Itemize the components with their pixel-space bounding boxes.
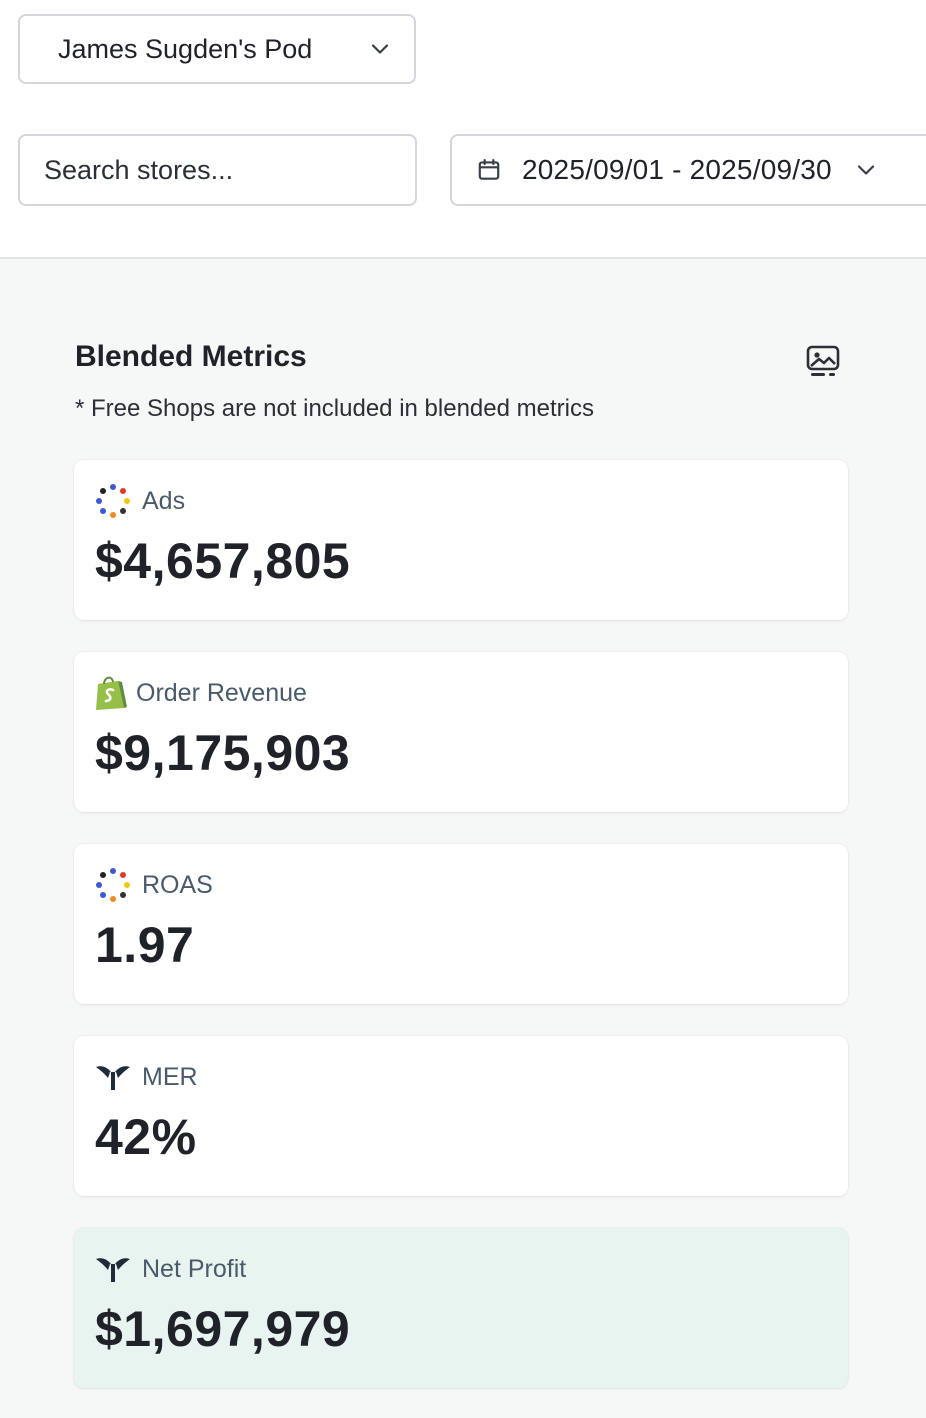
image-icon[interactable] bbox=[805, 344, 841, 380]
metric-label: Net Profit bbox=[142, 1254, 247, 1283]
top-filter-bar: James Sugden's Pod 2025/09/01 - 2025/09/… bbox=[0, 0, 926, 259]
blended-metrics-note: * Free Shops are not included in blended… bbox=[75, 395, 594, 422]
metric-label: ROAS bbox=[142, 870, 213, 899]
search-input[interactable] bbox=[20, 136, 415, 204]
metric-card-header: Order Revenue bbox=[94, 674, 307, 712]
metric-card-header: Net Profit bbox=[94, 1250, 246, 1288]
metric-card-ads[interactable]: Ads $4,657,805 bbox=[74, 460, 848, 620]
metric-card-header: MER bbox=[94, 1058, 198, 1096]
date-range-picker[interactable]: 2025/09/01 - 2025/09/30 bbox=[450, 134, 926, 206]
section-title: Blended Metrics bbox=[75, 340, 307, 373]
metric-card-mer[interactable]: MER 42% bbox=[74, 1036, 848, 1196]
date-range-label: 2025/09/01 - 2025/09/30 bbox=[522, 154, 832, 185]
metric-value: $4,657,805 bbox=[95, 533, 351, 589]
triple-whale-icon bbox=[96, 1066, 130, 1090]
metric-value: $1,697,979 bbox=[95, 1301, 351, 1357]
main-content bbox=[0, 259, 926, 1418]
chevron-down-icon bbox=[857, 165, 874, 175]
pod-selector[interactable]: James Sugden's Pod bbox=[18, 14, 416, 84]
search-stores-box[interactable] bbox=[18, 134, 417, 206]
chevron-down-icon bbox=[371, 44, 389, 54]
metric-card-net-profit[interactable]: Net Profit $1,697,979 bbox=[74, 1228, 848, 1388]
pod-selector-label: James Sugden's Pod bbox=[58, 33, 313, 64]
metric-value: $9,175,903 bbox=[95, 725, 351, 781]
metric-card-order-revenue[interactable]: Order Revenue $9,175,903 bbox=[74, 652, 848, 812]
calendar-icon bbox=[478, 158, 500, 180]
metric-card-roas[interactable]: ROAS 1.97 bbox=[74, 844, 848, 1004]
metric-label: Order Revenue bbox=[136, 678, 307, 707]
metric-label: Ads bbox=[142, 486, 186, 515]
ads-dots-icon bbox=[96, 484, 130, 518]
ads-dots-icon bbox=[96, 868, 130, 902]
metric-value: 1.97 bbox=[95, 917, 195, 973]
shopify-bag-icon bbox=[96, 676, 127, 710]
metric-label: MER bbox=[142, 1062, 198, 1091]
triple-whale-icon bbox=[96, 1258, 130, 1282]
metric-card-header: ROAS bbox=[94, 866, 213, 904]
metric-card-header: Ads bbox=[94, 482, 185, 520]
metric-value: 42% bbox=[95, 1109, 197, 1165]
